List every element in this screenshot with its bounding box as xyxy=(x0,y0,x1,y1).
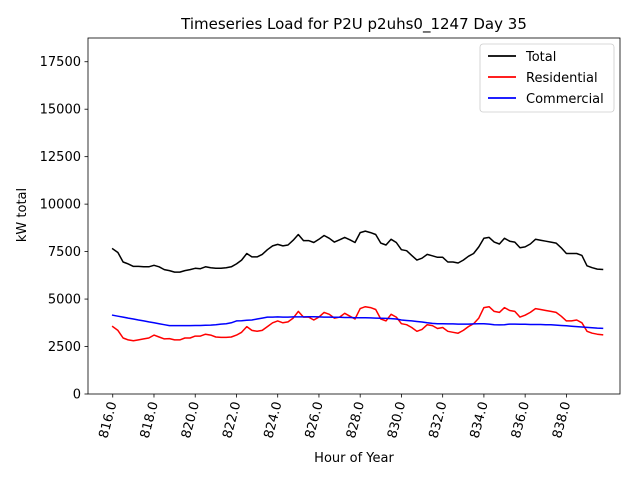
axes-frame xyxy=(87,37,621,395)
y-tick-label: 5000 xyxy=(48,293,81,308)
chart-title: Timeseries Load for P2U p2uhs0_1247 Day … xyxy=(180,15,527,34)
series-line-commercial xyxy=(111,314,604,330)
series-line-total xyxy=(111,230,604,273)
legend-label-total: Total xyxy=(525,50,556,65)
y-tick-label: 0 xyxy=(73,388,81,403)
series-line-residential xyxy=(111,305,604,342)
y-tick-label: 10000 xyxy=(40,198,81,213)
x-axis-label: Hour of Year xyxy=(314,451,394,466)
y-axis-label: kW total xyxy=(15,188,30,242)
legend-label-commercial: Commercial xyxy=(526,92,604,107)
y-tick-label: 12500 xyxy=(40,150,81,165)
y-tick-label: 17500 xyxy=(40,55,81,70)
legend-label-residential: Residential xyxy=(526,71,598,86)
y-tick-label: 7500 xyxy=(48,245,81,260)
legend-box xyxy=(479,43,615,113)
y-tick-label: 2500 xyxy=(48,340,81,355)
y-tick-label: 15000 xyxy=(40,103,81,118)
